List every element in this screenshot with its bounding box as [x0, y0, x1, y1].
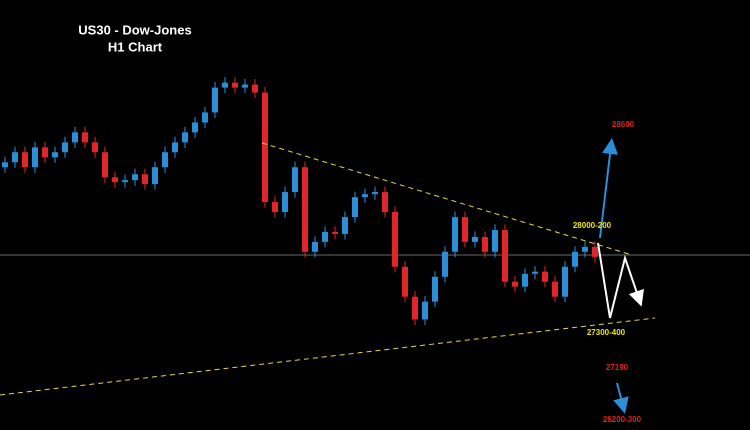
- candle-body: [302, 167, 308, 252]
- candle-body: [312, 241, 318, 252]
- candle-body: [462, 217, 468, 242]
- candle-body: [482, 236, 488, 252]
- annotation: 27300-400: [587, 328, 626, 337]
- candle-body: [202, 112, 208, 123]
- up-arrow: [599, 138, 618, 239]
- candle-body: [552, 281, 558, 297]
- candle-body: [392, 211, 398, 267]
- annotation: 26200-300: [603, 415, 642, 424]
- candle-body: [132, 174, 138, 181]
- candle-body: [502, 229, 508, 282]
- candle-body: [12, 152, 18, 163]
- candle-body: [102, 152, 108, 178]
- candle-body: [382, 192, 388, 212]
- candle-body: [72, 132, 78, 143]
- candle-body: [112, 177, 118, 183]
- candle-body: [272, 202, 278, 212]
- candle-body: [592, 246, 598, 257]
- candle-body: [172, 142, 178, 153]
- candle-body: [32, 147, 38, 168]
- candle-body: [2, 162, 8, 168]
- projection-arrow: [597, 242, 644, 319]
- candle-body: [282, 192, 288, 212]
- candle-body: [442, 251, 448, 277]
- candle-body: [142, 174, 148, 185]
- candles: [2, 77, 598, 326]
- candle-body: [92, 142, 98, 153]
- candle-body: [222, 82, 228, 88]
- candle-body: [242, 84, 248, 88]
- candle-body: [562, 266, 568, 297]
- down-arrow: [613, 382, 629, 414]
- candle-body: [412, 296, 418, 320]
- candle-body: [122, 180, 128, 183]
- candle-body: [262, 92, 268, 203]
- annotation: 28000-200: [573, 221, 612, 230]
- candle-body: [472, 236, 478, 242]
- lower-trendline: [0, 317, 656, 396]
- candle-body: [362, 194, 368, 198]
- candle-body: [52, 152, 58, 158]
- chart-subtitle: H1 Chart: [108, 39, 163, 54]
- candle-body: [192, 122, 198, 133]
- candle-body: [422, 301, 428, 320]
- annotation: 27190: [606, 363, 629, 372]
- candle-body: [582, 246, 588, 252]
- candle-body: [22, 152, 28, 168]
- candle-body: [292, 167, 298, 193]
- candle-body: [352, 197, 358, 218]
- candle-body: [492, 229, 498, 252]
- candle-body: [212, 87, 218, 113]
- annotation: 28600: [612, 120, 635, 129]
- candle-body: [62, 142, 68, 153]
- candle-body: [42, 147, 48, 158]
- candle-body: [152, 167, 158, 185]
- candle-body: [182, 132, 188, 143]
- candle-body: [532, 271, 538, 274]
- candle-body: [252, 84, 258, 93]
- candle-body: [322, 231, 328, 242]
- upper-trendline: [261, 142, 633, 256]
- candle-body: [162, 152, 168, 168]
- candle-body: [572, 251, 578, 267]
- annotations: 28600 28000-200 27300-400 27190 26200-300: [573, 120, 642, 424]
- chart-title: US30 - Dow-Jones: [78, 22, 191, 37]
- candle-body: [332, 231, 338, 234]
- candle-body: [232, 82, 238, 88]
- candle-body: [432, 276, 438, 302]
- candle-body: [542, 271, 548, 282]
- candle-body: [82, 132, 88, 143]
- candle-body: [452, 217, 458, 252]
- candle-body: [372, 192, 378, 195]
- candle-body: [512, 281, 518, 287]
- candle-body: [522, 273, 528, 287]
- candle-body: [342, 217, 348, 234]
- candle-body: [402, 266, 408, 297]
